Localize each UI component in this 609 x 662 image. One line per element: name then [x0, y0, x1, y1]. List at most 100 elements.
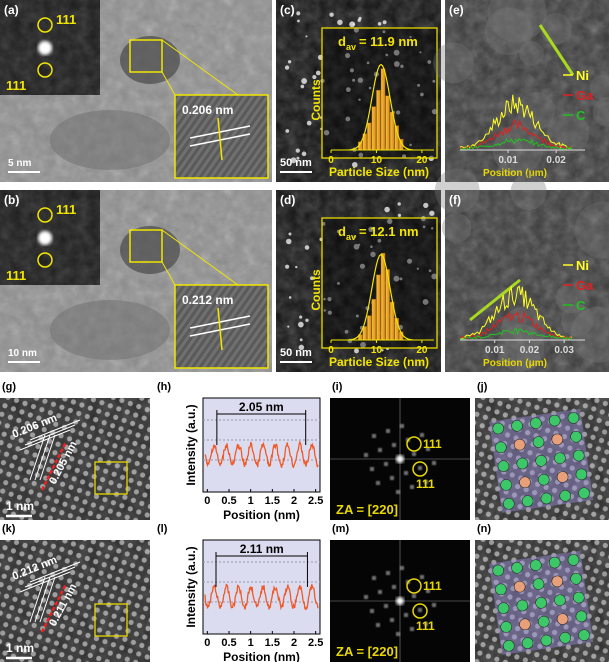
nanoparticle: [285, 129, 290, 133]
intensity-profile: [204, 583, 319, 611]
atom: [556, 613, 569, 625]
fft-spot: [376, 623, 380, 627]
x-tick-label: 1.5: [265, 495, 280, 507]
roi-link: [161, 261, 176, 286]
nanoparticle: [287, 60, 292, 64]
nanoparticle: [337, 19, 343, 26]
atom: [570, 430, 582, 443]
nanoparticle: [370, 245, 373, 249]
fft-spot: [396, 597, 404, 605]
particle: [120, 226, 180, 274]
scale-label: 50 nm: [280, 157, 312, 169]
gaussian-fit: [349, 63, 413, 151]
scale-label: 10 nm: [8, 348, 37, 359]
nanoparticle: [354, 348, 359, 354]
x-tick-label: 2.5: [308, 637, 323, 649]
fft-spot: [372, 576, 376, 580]
scale-label: 1 nm: [6, 641, 34, 655]
x-tick-label: 0.01: [498, 155, 518, 166]
fft-spot: [420, 575, 424, 579]
panel-label: (j): [477, 381, 488, 393]
atom: [540, 634, 553, 647]
lattice-line: [29, 561, 81, 583]
nanoparticle: [298, 321, 304, 328]
x-tick-label: 0: [328, 155, 334, 166]
fft-circle: [412, 461, 428, 477]
atom: [551, 575, 564, 588]
fft-spot: [372, 434, 376, 438]
y-axis-label: Intensity (a.u.): [184, 404, 198, 485]
fft-spot: [370, 467, 374, 471]
nanoparticle: [323, 129, 330, 136]
fft-spot: [364, 453, 368, 457]
fft-index: 111: [6, 268, 26, 283]
nanoparticle: [429, 210, 435, 216]
fft-center: [38, 41, 52, 55]
histogram-bar: [376, 90, 381, 151]
nanoparticle: [301, 151, 307, 157]
panel-label: (h): [157, 381, 171, 393]
y-axis-label: Intensity (a.u.): [184, 546, 198, 627]
atom: [573, 591, 585, 604]
x-tick-label: 0.5: [221, 637, 236, 649]
nanoparticle: [409, 143, 412, 147]
x-tick-label: 20: [416, 155, 428, 166]
fft-index: 111: [56, 202, 76, 217]
mean-size: dav = 11.9 nm: [338, 34, 418, 52]
tem-panel: 111 111 (b) 0.212 nm 10 nm: [0, 190, 272, 372]
fft-spot: [396, 632, 400, 636]
nanoparticle: [384, 206, 390, 213]
atom: [530, 559, 542, 571]
nanoparticle: [323, 297, 326, 301]
fft-spot: [424, 622, 428, 626]
mean-symbol: d: [338, 224, 346, 239]
lattice-line: [39, 434, 56, 481]
nanoparticle: [420, 92, 424, 97]
legend-entry: C: [576, 298, 586, 313]
nanoparticle: [327, 310, 332, 315]
roi: [94, 603, 128, 637]
nanoparticle: [300, 84, 305, 89]
histogram-bar: [380, 252, 386, 341]
atom: [513, 580, 526, 593]
roi: [129, 39, 163, 73]
fft-circle: [406, 436, 422, 452]
nanoparticle: [301, 78, 308, 84]
nanoparticle: [423, 202, 429, 209]
nanoparticle: [431, 108, 438, 115]
nanoparticle: [323, 309, 326, 312]
histogram-bar: [371, 106, 377, 151]
fft-circle: [37, 62, 53, 78]
nanoparticle: [397, 202, 401, 206]
nanoparticle: [349, 68, 355, 73]
x-axis-label: Position (μm): [483, 358, 547, 369]
nanoparticle: [377, 22, 382, 26]
panel-label: (i): [332, 381, 343, 393]
atom: [570, 572, 582, 585]
histogram-bar: [367, 122, 372, 151]
nanoparticle: [416, 267, 419, 270]
fft-spot: [426, 447, 430, 451]
fft-spot: [376, 481, 380, 485]
atom: [495, 441, 507, 454]
roi-link: [161, 71, 176, 96]
fft-spot: [418, 466, 422, 470]
nanoparticle: [355, 314, 359, 318]
scan-arrow: [469, 278, 521, 322]
nanoparticle: [351, 161, 358, 168]
fft-spot: [386, 571, 390, 575]
lattice-line: [34, 434, 51, 481]
nanoparticle: [377, 238, 382, 243]
fft-spot: [424, 480, 428, 484]
nanoparticle: [358, 98, 361, 101]
nanoparticle: [336, 229, 341, 234]
fft-spot: [412, 594, 416, 598]
nanoparticle: [287, 325, 290, 328]
mean-subscript: av: [346, 232, 356, 242]
fft-index: 111: [423, 579, 442, 593]
fft-spot: [400, 566, 404, 570]
atom: [540, 492, 553, 505]
nanoparticle: [358, 243, 361, 246]
roi: [94, 461, 128, 495]
fft-index: 111: [423, 437, 442, 451]
